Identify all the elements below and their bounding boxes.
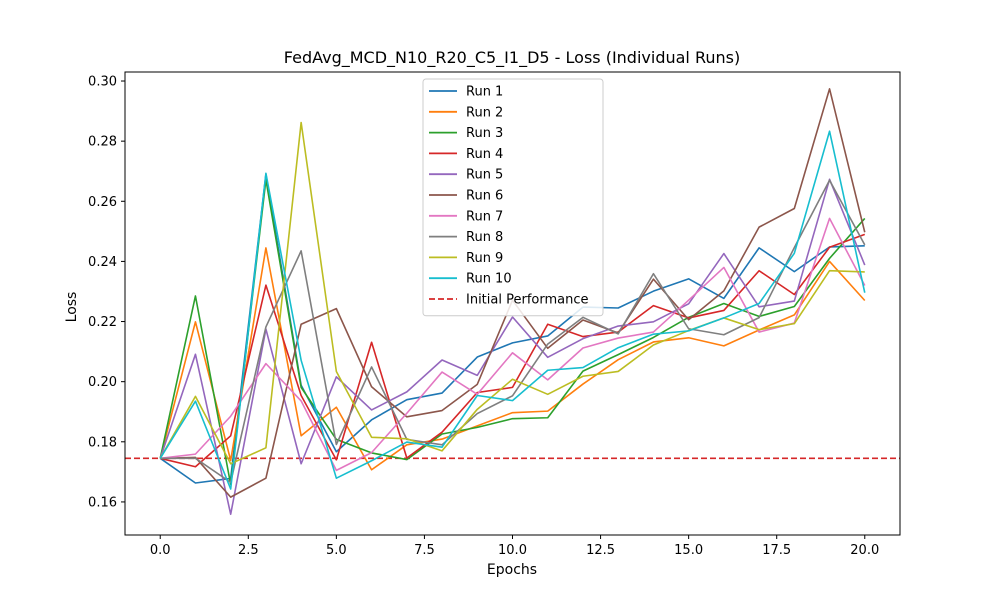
x-tick-label: 5.0 xyxy=(326,543,347,558)
x-tick-label: 7.5 xyxy=(414,543,435,558)
series-line-run-9 xyxy=(159,121,865,465)
x-tick-label: 0.0 xyxy=(150,543,171,558)
legend-label: Run 4 xyxy=(466,147,503,162)
legend-label: Run 10 xyxy=(466,272,512,287)
x-tick-label: 17.5 xyxy=(762,543,791,558)
series-line-run-8 xyxy=(160,179,866,484)
x-tick-label: 15.0 xyxy=(674,543,703,558)
y-axis: 0.16 0.18 0.20 0.22 0.24 0.26 0.28 0.30 xyxy=(88,75,125,510)
x-tick-label: 20.0 xyxy=(850,543,879,558)
y-tick-label: 0.30 xyxy=(88,75,117,90)
legend-label: Run 3 xyxy=(466,126,503,141)
series-line-run-2 xyxy=(159,247,866,471)
legend-label: Run 2 xyxy=(466,105,503,120)
legend: Run 1 Run 2 Run 3 Run 4 Run 5 Run 6 Run 7 Run 8… xyxy=(422,78,604,317)
y-axis-label: Loss xyxy=(64,292,80,323)
y-tick-label: 0.20 xyxy=(88,375,117,390)
legend-label: Run 1 xyxy=(466,85,503,100)
y-tick-label: 0.24 xyxy=(88,255,117,270)
legend-label: Run 8 xyxy=(466,230,503,245)
y-tick-label: 0.16 xyxy=(88,495,117,510)
series-line-run-7 xyxy=(160,217,866,472)
y-tick-label: 0.18 xyxy=(88,435,117,450)
legend-box xyxy=(422,78,604,317)
x-tick-label: 12.5 xyxy=(586,543,615,558)
legend-label: Run 5 xyxy=(466,168,503,183)
series-line-run-4 xyxy=(160,233,866,468)
series-line-run-5 xyxy=(159,178,866,516)
x-axis: 0.0 2.5 5.0 7.5 10.0 12.5 15.0 17.5 20.0 xyxy=(150,535,879,558)
legend-label: Initial Performance xyxy=(466,293,588,308)
y-tick-label: 0.22 xyxy=(88,315,117,330)
y-tick-label: 0.28 xyxy=(88,135,117,150)
chart-title: FedAvg_MCD_N10_R20_C5_I1_D5 - Loss (Indi… xyxy=(284,48,740,68)
x-tick-label: 10.0 xyxy=(498,543,527,558)
legend-label: Run 7 xyxy=(466,209,503,224)
x-axis-label: Epochs xyxy=(487,562,537,578)
series-line-run-10 xyxy=(159,130,866,490)
legend-label: Run 9 xyxy=(466,251,503,266)
legend-label: Run 6 xyxy=(466,189,503,204)
x-tick-label: 2.5 xyxy=(238,543,259,558)
y-tick-label: 0.26 xyxy=(88,195,117,210)
